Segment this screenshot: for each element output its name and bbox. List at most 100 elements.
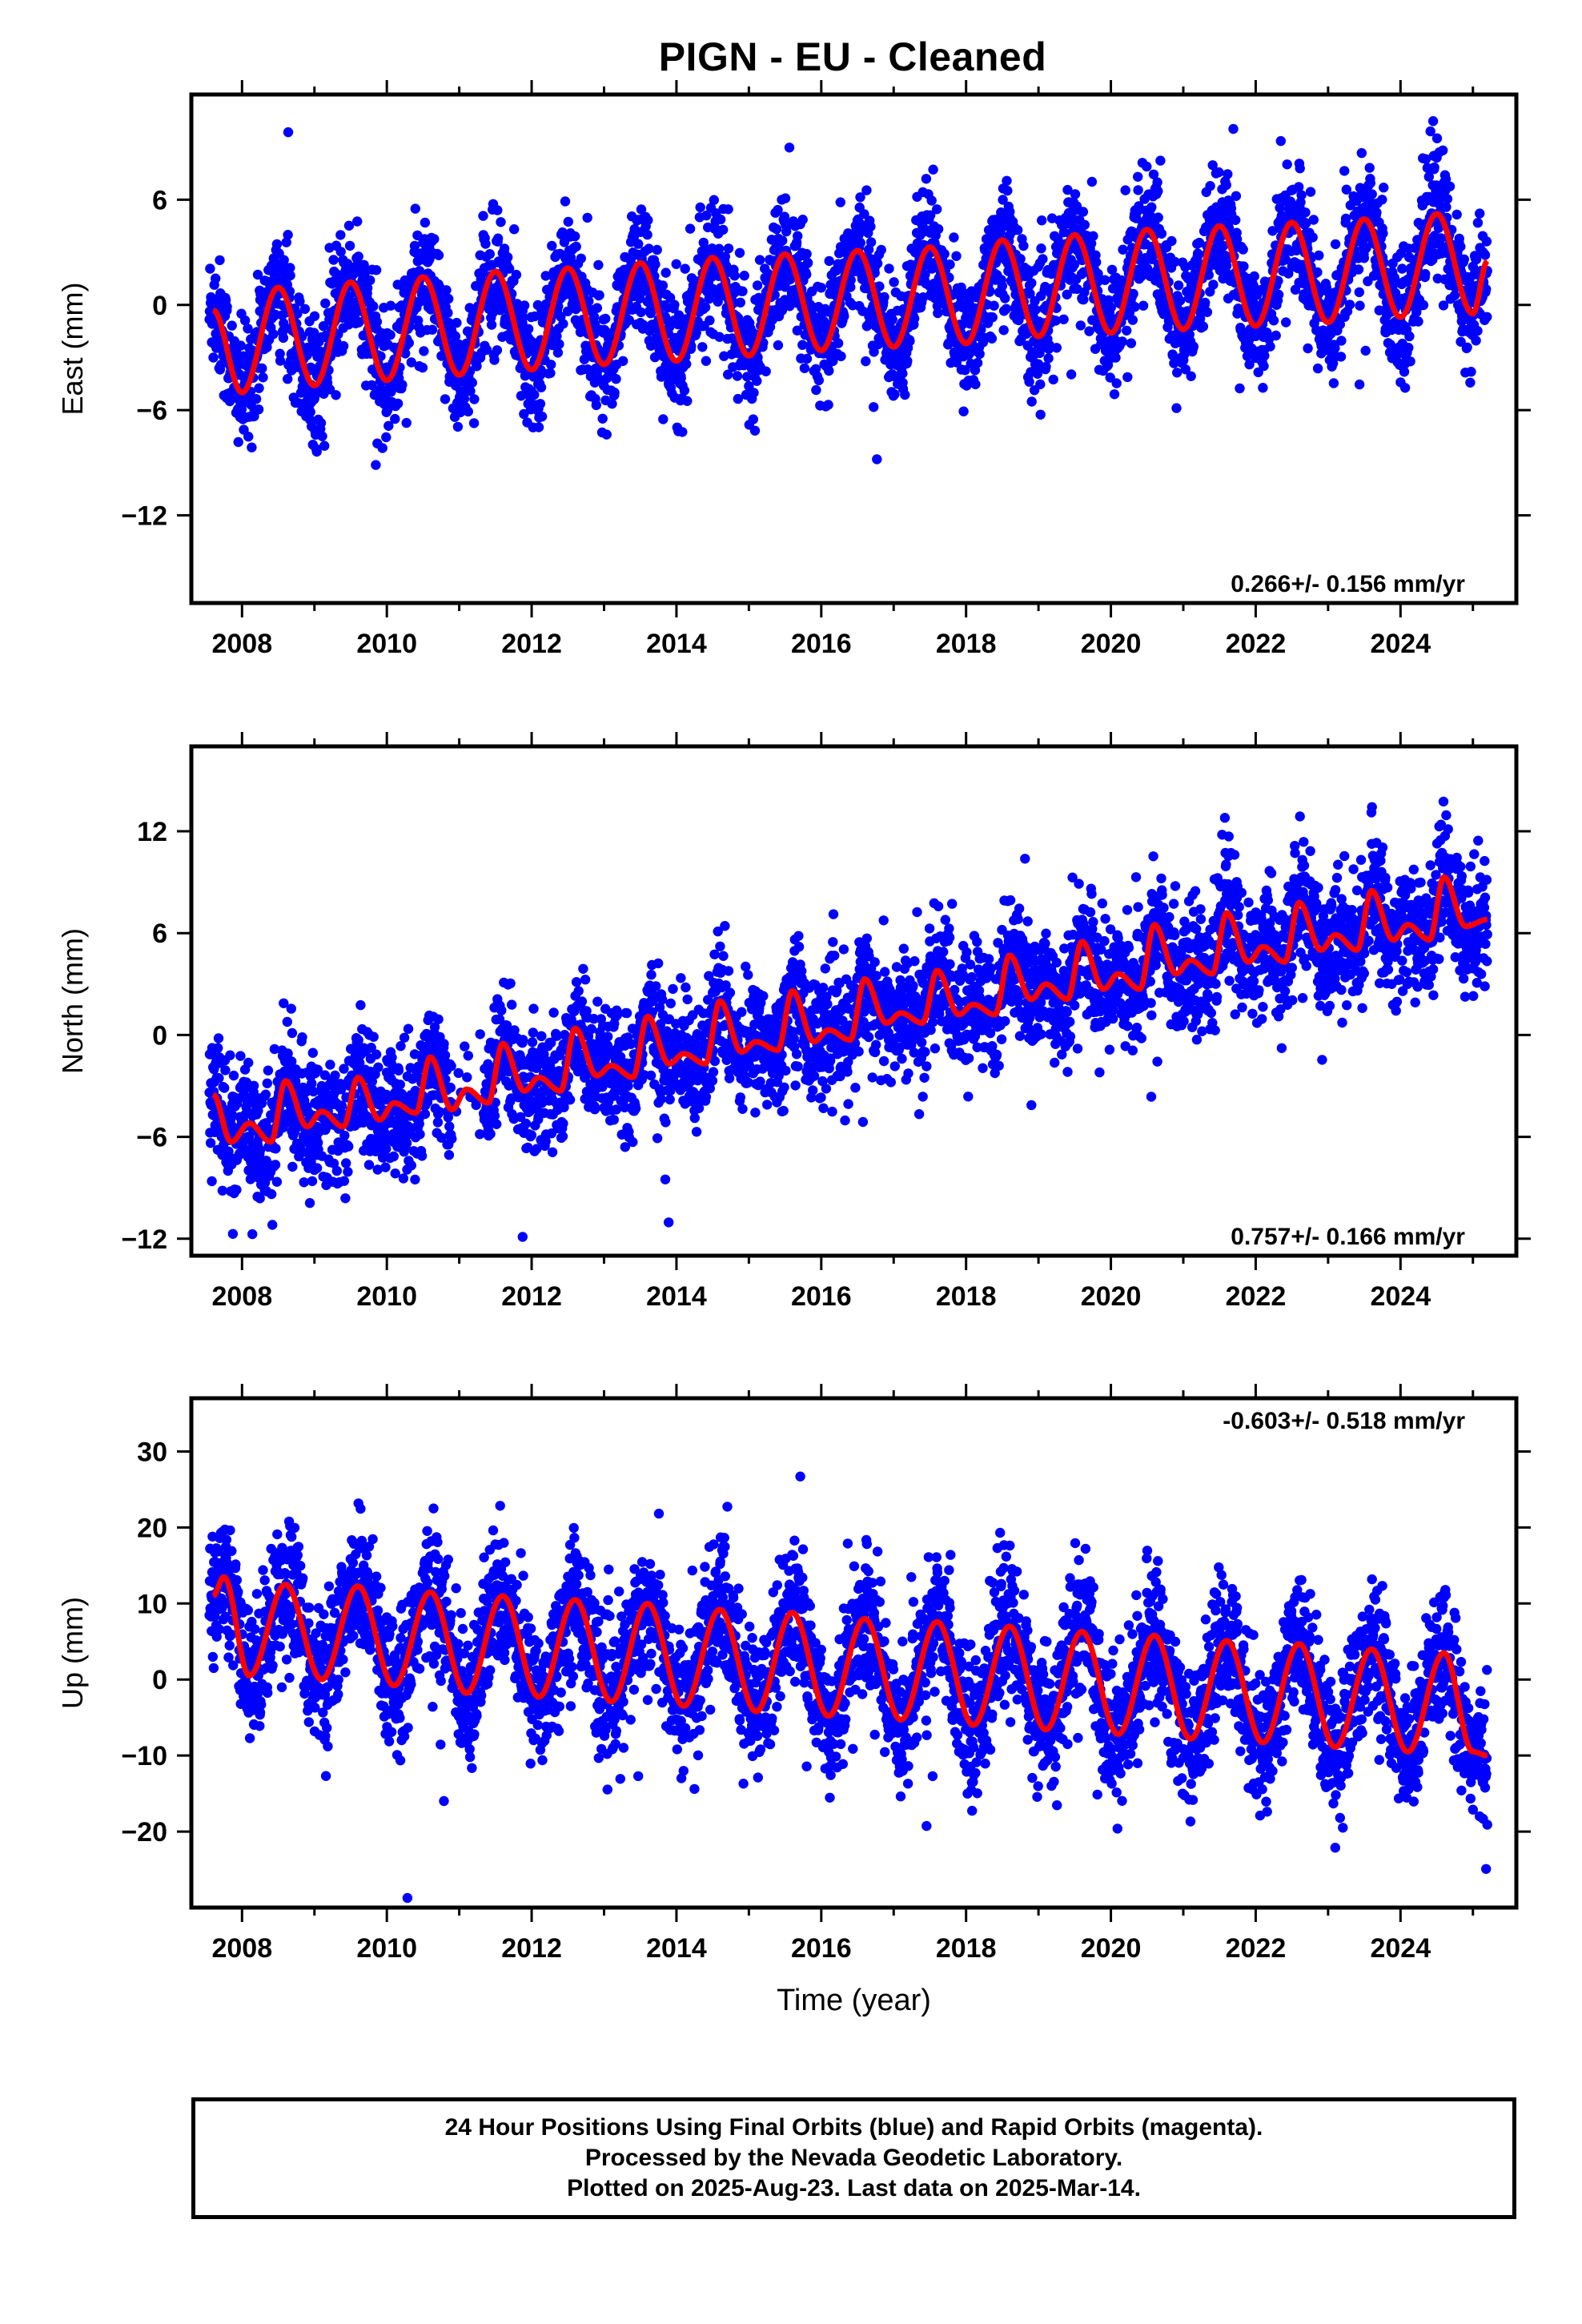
data-point [536,411,548,422]
data-point [287,1027,298,1039]
data-point [1172,368,1182,378]
data-point [270,1160,281,1170]
data-point [275,348,285,359]
data-point [989,300,999,311]
data-point [383,420,394,431]
data-point [344,240,355,251]
data-point [415,1129,425,1140]
data-point [974,348,985,360]
data-point [519,408,529,420]
x-tick-label: 2012 [501,629,562,659]
data-point [855,238,866,248]
data-point [393,1065,404,1076]
data-point [889,277,899,287]
data-point [695,202,705,213]
data-point [440,394,451,404]
data-point [443,308,453,318]
data-point [292,308,303,319]
data-point [279,318,289,328]
x-tick-label: 2008 [211,629,272,659]
data-point [1117,336,1128,347]
data-point [872,454,882,464]
data-point [1371,207,1382,218]
data-point [1431,133,1443,143]
data-point [1202,307,1213,317]
data-point [1466,367,1476,377]
data-point [749,388,759,398]
data-point [671,259,681,269]
data-point [715,214,726,225]
data-point [1200,297,1211,308]
data-point [362,283,373,293]
data-point [410,203,420,214]
data-point [385,330,396,340]
data-point [562,306,573,316]
data-point [1356,147,1367,159]
data-point [388,1151,399,1162]
data-point [213,1043,223,1053]
data-point [251,394,262,404]
data-point [1198,321,1209,332]
data-point [368,1031,379,1042]
data-point [380,1162,391,1172]
data-point [339,1176,350,1186]
data-point [869,402,879,412]
data-point [1122,325,1132,336]
data-point [932,204,942,215]
data-point [504,263,515,274]
data-point [793,231,803,241]
data-point [900,389,910,400]
data-point [1106,302,1117,312]
data-point [1110,352,1121,363]
data-point [214,1073,224,1084]
data-point [801,269,812,279]
data-point [611,374,621,384]
data-point [761,366,771,376]
data-point [343,1167,353,1177]
data-point [353,251,363,262]
data-point [406,357,416,368]
data-point [529,389,540,400]
data-point [416,1151,428,1161]
data-point [1442,194,1453,204]
data-point [801,248,812,259]
data-point [1472,218,1484,228]
data-point [546,360,556,370]
data-point [714,243,725,254]
data-point [267,1220,278,1230]
data-point [309,328,319,338]
data-point [307,1047,318,1058]
data-point [638,320,648,330]
data-point [909,313,920,324]
data-point [1100,275,1110,285]
data-point [958,406,969,416]
data-point [371,460,381,470]
data-point [509,224,520,235]
data-point [492,205,503,215]
data-point [331,390,341,400]
data-point [278,325,288,336]
data-point [545,368,556,379]
data-point [387,1052,397,1063]
data-point [777,235,788,246]
data-point [1058,314,1069,324]
data-point [1314,250,1324,261]
data-point [390,413,400,424]
data-point [797,340,808,350]
data-point [897,368,908,379]
data-point [1404,331,1415,342]
data-point [749,425,761,436]
data-point [243,1057,254,1068]
data-point [433,250,444,260]
data-point [371,265,382,275]
data-point [1330,239,1341,250]
data-point [410,1174,420,1185]
data-point [1405,356,1415,367]
data-point [597,413,608,424]
data-point [1015,254,1026,264]
scatter-points [204,796,1492,1242]
data-point [205,263,215,274]
data-point [1265,341,1275,352]
data-point [1002,185,1013,196]
data-point [535,399,546,409]
